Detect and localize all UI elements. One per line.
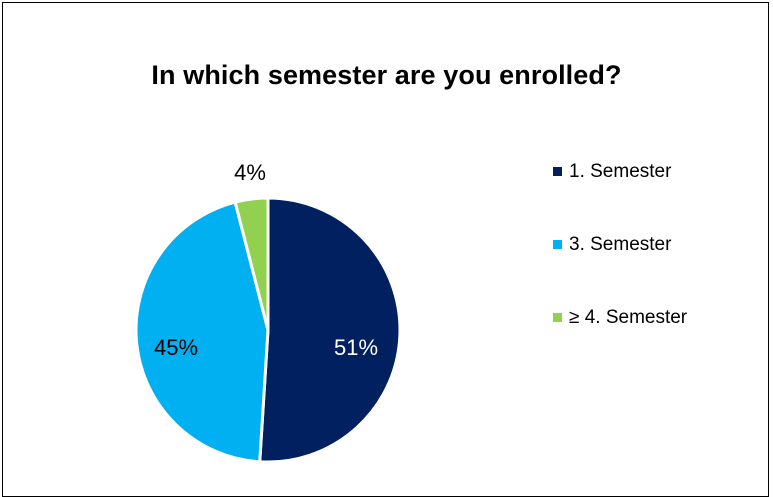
legend-swatch-1 — [553, 167, 562, 176]
legend-swatch-3 — [553, 313, 562, 322]
pie-slice-3 — [233, 196, 270, 332]
pie-slice-1 — [258, 196, 402, 464]
legend-item-2: 3. Semester — [553, 232, 671, 258]
legend-label-2: 3. Semester — [569, 234, 672, 255]
legend-item-3: ≥ 4. Semester — [553, 305, 687, 331]
legend-item-1: 1. Semester — [553, 159, 671, 185]
legend-label-1: 1. Semester — [569, 161, 672, 182]
data-label-3: 4% — [234, 160, 266, 185]
pie-slice-2 — [134, 200, 270, 464]
legend-label-3: ≥ 4. Semester — [569, 307, 688, 328]
chart-title: In which semester are you enrolled? — [151, 60, 622, 90]
legend-swatch-2 — [553, 240, 562, 249]
data-label-2: 45% — [154, 335, 198, 360]
data-label-1: 51% — [334, 335, 378, 360]
